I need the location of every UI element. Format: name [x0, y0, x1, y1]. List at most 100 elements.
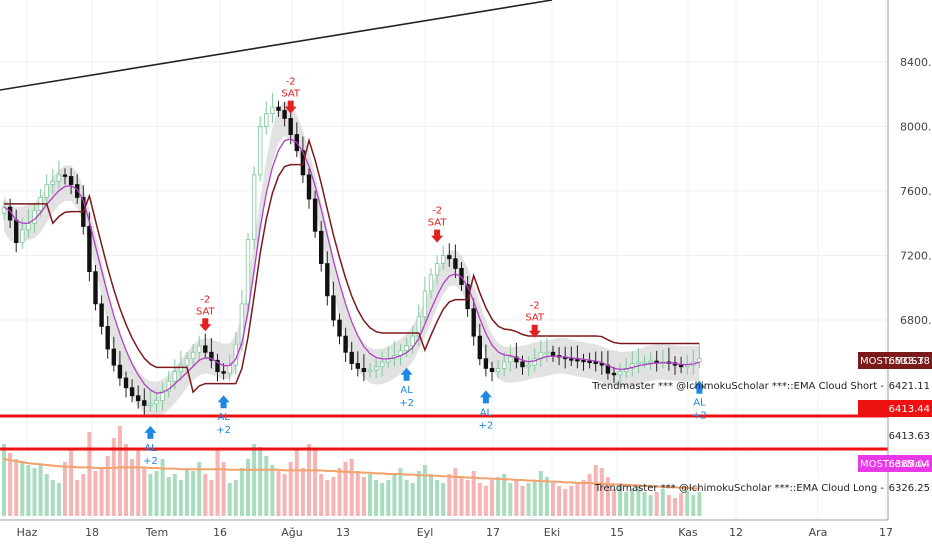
- volume-bar: [105, 456, 110, 516]
- trend-line[interactable]: [0, 0, 553, 91]
- buy-arrow-icon: [400, 367, 413, 381]
- buy-arrow-icon: [217, 395, 230, 409]
- volume-bar: [227, 483, 232, 516]
- volume-bar: [630, 489, 635, 516]
- volume-bar: [50, 480, 55, 516]
- volume-bar: [471, 471, 476, 516]
- volume-bar: [319, 474, 324, 516]
- candle-body: [270, 106, 275, 115]
- volume-bar: [618, 486, 623, 516]
- volume-bar: [673, 498, 677, 516]
- volume-bar: [459, 477, 464, 516]
- signal-number: +2: [143, 456, 158, 467]
- volume-bar: [587, 474, 592, 516]
- volume-bar: [75, 480, 80, 516]
- candle-body: [611, 372, 617, 376]
- volume-bar: [56, 483, 61, 516]
- candle-body: [68, 176, 74, 185]
- volume-bar: [368, 474, 372, 516]
- signal-label: SAT: [281, 89, 301, 100]
- volume-bar: [185, 468, 189, 516]
- candle-body: [154, 400, 159, 405]
- candle-body: [50, 180, 55, 185]
- time-tick-label: Ağu: [281, 526, 302, 539]
- volume-bar: [99, 468, 104, 516]
- volume-ma-line: [3, 458, 700, 490]
- sell-arrow-icon: [528, 324, 541, 338]
- volume-bar: [313, 450, 318, 516]
- time-tick-label: 17: [486, 526, 500, 539]
- volume-bar: [544, 477, 549, 516]
- volume-bar: [221, 462, 226, 516]
- candle-body: [331, 295, 336, 321]
- volume-bar: [117, 426, 122, 516]
- candle-body: [117, 364, 123, 379]
- signal-number: +2: [479, 420, 494, 431]
- candle-body: [343, 335, 348, 353]
- volume-bar: [490, 480, 494, 516]
- signal-number: -2: [286, 77, 296, 88]
- candle-body: [111, 348, 116, 366]
- volume-bar: [276, 471, 281, 516]
- volume-bar: [8, 453, 13, 516]
- volume-bar: [300, 468, 305, 516]
- candle-body: [325, 263, 330, 297]
- volume-moving-average: [3, 458, 700, 490]
- indicator-value: 6413.63: [889, 431, 930, 442]
- buy-arrow-icon: [693, 380, 706, 394]
- candle-body: [550, 351, 556, 356]
- signal-label: SAT: [525, 313, 545, 324]
- volume-bar: [337, 468, 342, 516]
- candle-body: [227, 364, 232, 374]
- candle-body: [489, 367, 495, 372]
- ema-line: [3, 138, 700, 394]
- candle-body: [526, 364, 531, 368]
- volume-bar: [233, 480, 238, 516]
- volume-bar: [252, 444, 257, 516]
- candle-body: [508, 356, 513, 363]
- candle-body: [148, 403, 153, 406]
- candle-body: [495, 367, 501, 372]
- time-axis[interactable]: Haz 18 Tem 16 Ağu 13 Eyl 17 Eki 15 Kas 12 Ara 17: [0, 519, 893, 550]
- volume-bar: [532, 480, 537, 516]
- volume-bar: [142, 468, 147, 516]
- indicator-label: Trendmaster *** @IchimokuScholar ***::EM…: [591, 381, 884, 392]
- volume-bars: [2, 426, 702, 516]
- volume-bar: [392, 474, 397, 516]
- volume-bar: [215, 450, 220, 516]
- candle-body: [203, 345, 208, 353]
- candle-body: [337, 319, 342, 337]
- signal-label: AL: [400, 385, 413, 396]
- volume-bar: [496, 477, 501, 516]
- indicator-value: 6413.44: [889, 404, 930, 415]
- volume-bar: [148, 474, 153, 516]
- indicator-badge: [858, 400, 932, 417]
- candle-body: [440, 255, 446, 264]
- horizontal-levels: [0, 414, 888, 451]
- volume-bar: [26, 465, 31, 516]
- candle-body: [367, 369, 373, 372]
- volume-bar: [520, 486, 525, 516]
- candle-body: [306, 174, 312, 200]
- candle-body: [575, 359, 580, 362]
- volume-bar: [581, 480, 586, 516]
- indicator-badge: [858, 352, 932, 369]
- volume-bar: [124, 444, 128, 516]
- volume-bar: [404, 480, 409, 516]
- volume-bar: [642, 492, 647, 516]
- volume-bar: [154, 471, 159, 516]
- candle-body: [160, 390, 165, 402]
- volume-bar: [374, 480, 379, 516]
- signal-label: SAT: [428, 218, 448, 229]
- candle-body: [422, 290, 428, 318]
- signal-number: -2: [530, 301, 540, 312]
- volume-bar: [508, 483, 513, 516]
- candle-body: [190, 351, 196, 360]
- candle-body: [257, 126, 263, 176]
- candle-body: [44, 184, 49, 198]
- price-tick-label: 8400.00: [900, 56, 932, 69]
- most-line: [4, 137, 700, 394]
- candle-body: [288, 118, 293, 135]
- candle-body: [520, 361, 525, 368]
